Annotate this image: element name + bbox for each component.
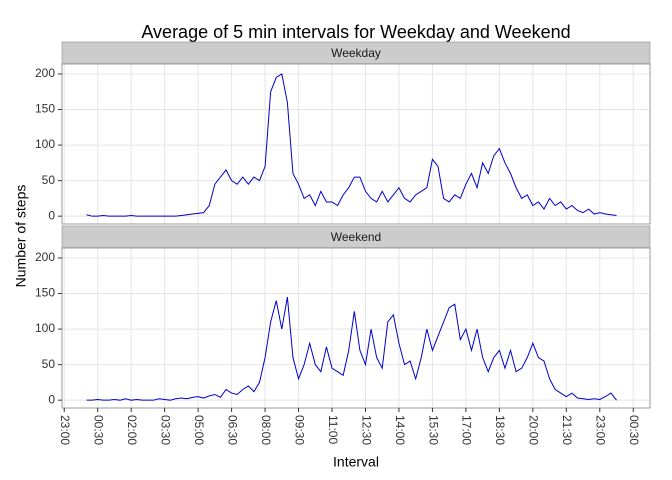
x-tick-label: 21:30 bbox=[560, 415, 574, 445]
chart-title: Average of 5 min intervals for Weekday a… bbox=[141, 22, 570, 42]
panel bbox=[62, 64, 650, 224]
x-tick-label: 08:00 bbox=[259, 415, 273, 445]
y-tick-label: 200 bbox=[35, 66, 55, 80]
y-tick-label: 50 bbox=[42, 357, 56, 371]
y-tick-label: 50 bbox=[42, 173, 56, 187]
panel bbox=[62, 248, 650, 408]
data-line bbox=[86, 296, 617, 401]
panel-border bbox=[61, 247, 651, 409]
x-tick-label: 00:30 bbox=[627, 415, 641, 445]
y-tick-label: 100 bbox=[35, 137, 55, 151]
x-tick-label: 11:00 bbox=[326, 415, 340, 444]
strip-label: Weekend bbox=[331, 230, 381, 244]
x-tick-label: 00:30 bbox=[92, 415, 106, 445]
strip-label: Weekday bbox=[331, 46, 381, 60]
x-tick-label: 15:30 bbox=[426, 415, 440, 445]
x-tick-label: 14:00 bbox=[393, 415, 407, 445]
data-line bbox=[86, 73, 617, 217]
panel-border bbox=[61, 63, 651, 225]
x-tick-label: 06:30 bbox=[225, 415, 239, 445]
y-tick-label: 0 bbox=[48, 208, 55, 222]
x-tick-label: 03:30 bbox=[158, 415, 172, 445]
x-tick-label: 20:00 bbox=[527, 415, 541, 445]
x-tick-label: 18:30 bbox=[493, 415, 507, 445]
x-tick-label: 23:00 bbox=[594, 415, 608, 445]
x-tick-label: 12:30 bbox=[359, 415, 373, 445]
y-axis-label: Number of steps bbox=[13, 185, 29, 288]
y-tick-label: 150 bbox=[35, 286, 55, 300]
x-axis-label: Interval bbox=[333, 454, 379, 470]
x-tick-label: 23:00 bbox=[58, 415, 72, 445]
x-tick-label: 02:00 bbox=[125, 415, 139, 445]
y-tick-label: 0 bbox=[48, 392, 55, 406]
y-tick-label: 200 bbox=[35, 250, 55, 264]
x-tick-label: 09:30 bbox=[292, 415, 306, 445]
x-tick-label: 17:00 bbox=[460, 415, 474, 445]
y-tick-label: 150 bbox=[35, 102, 55, 116]
y-tick-label: 100 bbox=[35, 321, 55, 335]
x-tick-label: 05:00 bbox=[192, 415, 206, 445]
